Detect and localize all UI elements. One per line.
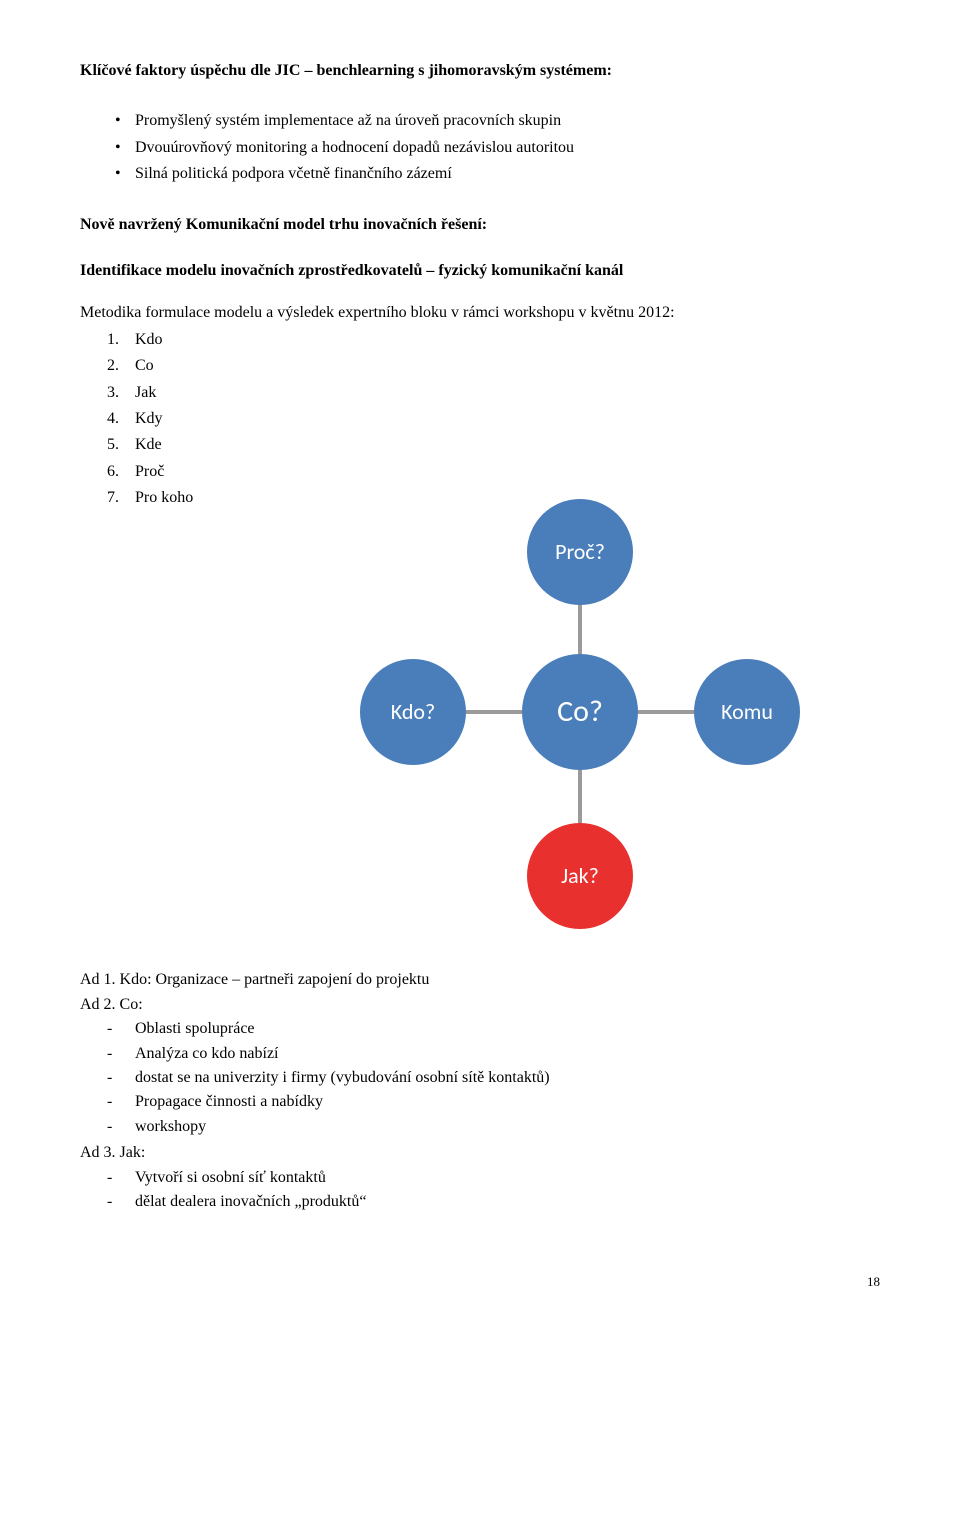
diagram-node-left: Kdo?	[360, 659, 466, 765]
list-item: Silná politická podpora včetně finančníh…	[135, 163, 880, 185]
list-item: Proč	[135, 461, 880, 483]
list-item: Promyšlený systém implementace až na úro…	[135, 110, 880, 132]
diagram-node-bottom: Jak?	[527, 823, 633, 929]
ad3-label: Ad 3. Jak:	[80, 1142, 880, 1164]
page-title: Klíčové faktory úspěchu dle JIC – benchl…	[80, 60, 880, 82]
numbered-list: Kdo Co Jak Kdy Kde Proč Pro koho	[80, 329, 880, 510]
list-item: Kdo	[135, 329, 880, 351]
list-item: dělat dealera inovačních „produktů“	[135, 1191, 880, 1213]
list-item: Dvouúrovňový monitoring a hodnocení dopa…	[135, 137, 880, 159]
list-item: dostat se na univerzity i firmy (vybudov…	[135, 1067, 880, 1089]
list-item: Oblasti spolupráce	[135, 1018, 880, 1040]
ad3-list: Vytvoří si osobní síť kontaktů dělat dea…	[80, 1167, 880, 1214]
list-item: Analýza co kdo nabízí	[135, 1043, 880, 1065]
diagram-node-center: Co?	[522, 654, 638, 770]
key-factors-list: Promyšlený systém implementace až na úro…	[80, 110, 880, 185]
list-item: Jak	[135, 382, 880, 404]
list-item: Propagace činnosti a nabídky	[135, 1091, 880, 1113]
list-item: Co	[135, 355, 880, 377]
diagram-node-top: Proč?	[527, 499, 633, 605]
method-intro: Metodika formulace modelu a výsledek exp…	[80, 302, 880, 324]
ad2-list: Oblasti spolupráce Analýza co kdo nabízí…	[80, 1018, 880, 1138]
communication-diagram: Proč? Kdo? Komu Jak? Co?	[360, 499, 800, 929]
subheading: Identifikace modelu inovačních zprostřed…	[80, 260, 880, 282]
diagram-node-right: Komu	[694, 659, 800, 765]
list-item: Kdy	[135, 408, 880, 430]
page-number: 18	[80, 1273, 880, 1291]
list-item: Vytvoří si osobní síť kontaktů	[135, 1167, 880, 1189]
diagram-container: Proč? Kdo? Komu Jak? Co?	[280, 499, 880, 929]
list-item: workshopy	[135, 1116, 880, 1138]
ad1-label: Ad 1. Kdo: Organizace – partneři zapojen…	[80, 969, 880, 991]
ad2-label: Ad 2. Co:	[80, 994, 880, 1016]
list-item: Kde	[135, 434, 880, 456]
section-heading: Nově navržený Komunikační model trhu ino…	[80, 214, 880, 236]
